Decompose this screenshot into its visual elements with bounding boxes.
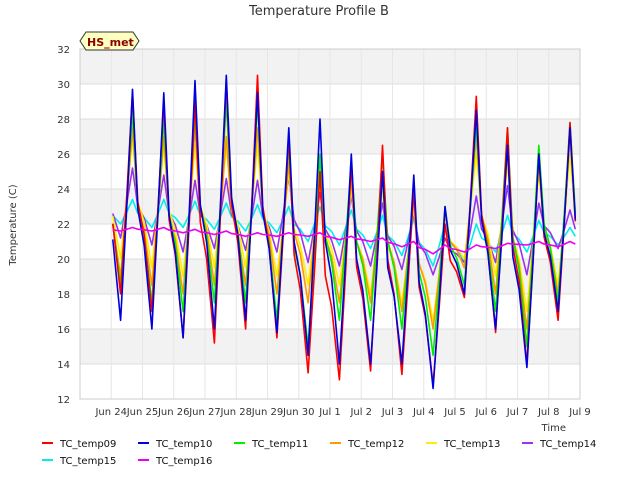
legend-label: TC_temp15	[59, 456, 116, 467]
x-tick-label: Jul 8	[537, 407, 560, 418]
x-tick-label: Jul 2	[349, 407, 372, 418]
x-tick-label: Jul 1	[318, 407, 341, 418]
x-tick-label: Jul 6	[474, 407, 497, 418]
x-axis-ticks: Jun 24 Jun 25 Jun 26 Jun 27 Jun 28 Jun 29 Jun …	[94, 407, 590, 418]
x-tick-label: Jul 4	[412, 407, 435, 418]
legend-label: TC_temp12	[347, 439, 404, 450]
x-tick-label: Jun 24	[94, 407, 127, 418]
x-tick-label: Jun 28	[219, 407, 252, 418]
y-tick-label: 20	[57, 255, 70, 266]
plot-frame	[79, 48, 581, 400]
y-tick-label: 32	[57, 45, 70, 56]
y-axis-title: Temperature (C)	[8, 184, 19, 266]
y-tick-label: 28	[57, 115, 70, 126]
x-tick-label: Jul 9	[568, 407, 591, 418]
x-tick-label: Jun 26	[157, 407, 190, 418]
series-line-TC_temp16	[112, 226, 576, 255]
series-layer	[112, 74, 577, 390]
y-axis-ticks: 12 14 16 18 20 22 24 26 28 30 32	[57, 45, 70, 406]
x-tick-label: Jul 5	[443, 407, 466, 418]
x-axis-title: Time	[541, 423, 566, 434]
y-tick-label: 24	[57, 185, 70, 196]
x-tick-label: Jul 3	[381, 407, 404, 418]
legend-label: TC_temp09	[59, 439, 116, 450]
legend-label: TC_temp16	[155, 456, 212, 467]
legend-label: TC_temp11	[251, 439, 308, 450]
y-tick-label: 14	[57, 360, 70, 371]
y-tick-label: 18	[57, 290, 70, 301]
y-tick-label: 12	[57, 395, 70, 406]
legend: TC_temp09 TC_temp10 TC_temp11 TC_temp12 TC_t…	[42, 439, 596, 467]
badge-label: HS_met	[87, 36, 134, 49]
legend-label: TC_temp14	[539, 439, 596, 450]
y-tick-label: 30	[57, 80, 70, 91]
chart-title: Temperature Profile B	[248, 4, 389, 19]
y-tick-label: 16	[57, 325, 70, 336]
x-tick-label: Jun 27	[188, 407, 221, 418]
x-tick-label: Jun 29	[251, 407, 284, 418]
badge-box	[79, 31, 140, 51]
hs-met-badge: HS_met	[79, 31, 140, 51]
x-tick-label: Jul 7	[506, 407, 529, 418]
legend-label: TC_temp13	[443, 439, 500, 450]
legend-label: TC_temp10	[155, 439, 212, 450]
y-tick-label: 26	[57, 150, 70, 161]
series-line-TC_temp10	[112, 74, 577, 390]
x-tick-label: Jun 30	[282, 407, 315, 418]
x-tick-label: Jun 25	[126, 407, 159, 418]
y-tick-label: 22	[57, 220, 70, 231]
